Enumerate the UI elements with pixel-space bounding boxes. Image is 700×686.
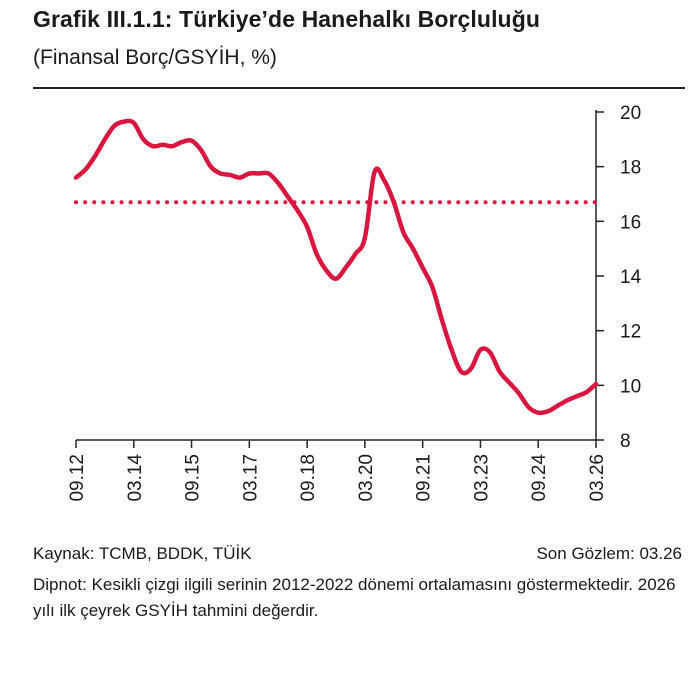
x-tick-label: 03.20 [356,454,377,502]
x-tick-label: 03.23 [471,454,492,502]
line-chart: 8 10 12 14 16 18 20 09.12 03.14 09.15 03.17 09.18 03… [67,103,642,502]
x-tick-label: 03.26 [587,454,608,502]
footnote-text: Dipnot: Kesikli çizgi ilgili serinin 201… [33,575,676,620]
x-tick-label: 09.15 [183,454,204,502]
source-text: Kaynak: TCMB, BDDK, TÜİK [33,544,252,563]
chart-subtitle: (Finansal Borç/GSYİH, %) [33,46,277,69]
y-tick-label: 14 [620,267,642,288]
y-tick-label: 8 [620,431,631,452]
x-tick-label: 03.14 [125,454,146,502]
x-tick-label: 03.17 [240,454,261,502]
y-tick-label: 16 [620,212,641,233]
series-line [73,118,599,416]
y-tick-label: 10 [620,376,641,397]
y-tick-label: 20 [620,103,641,124]
x-tick-label: 09.24 [529,454,550,502]
last-observation-text: Son Gözlem: 03.26 [536,544,682,563]
y-tick-label: 18 [620,158,641,179]
title-divider [33,87,685,89]
chart-title: Grafik III.1.1: Türkiye’de Hanehalkı Bor… [33,6,541,32]
y-tick-label: 12 [620,322,641,343]
x-tick-label: 09.18 [298,454,319,502]
x-tick-label: 09.12 [67,454,88,502]
x-tick-label: 09.21 [414,454,435,502]
